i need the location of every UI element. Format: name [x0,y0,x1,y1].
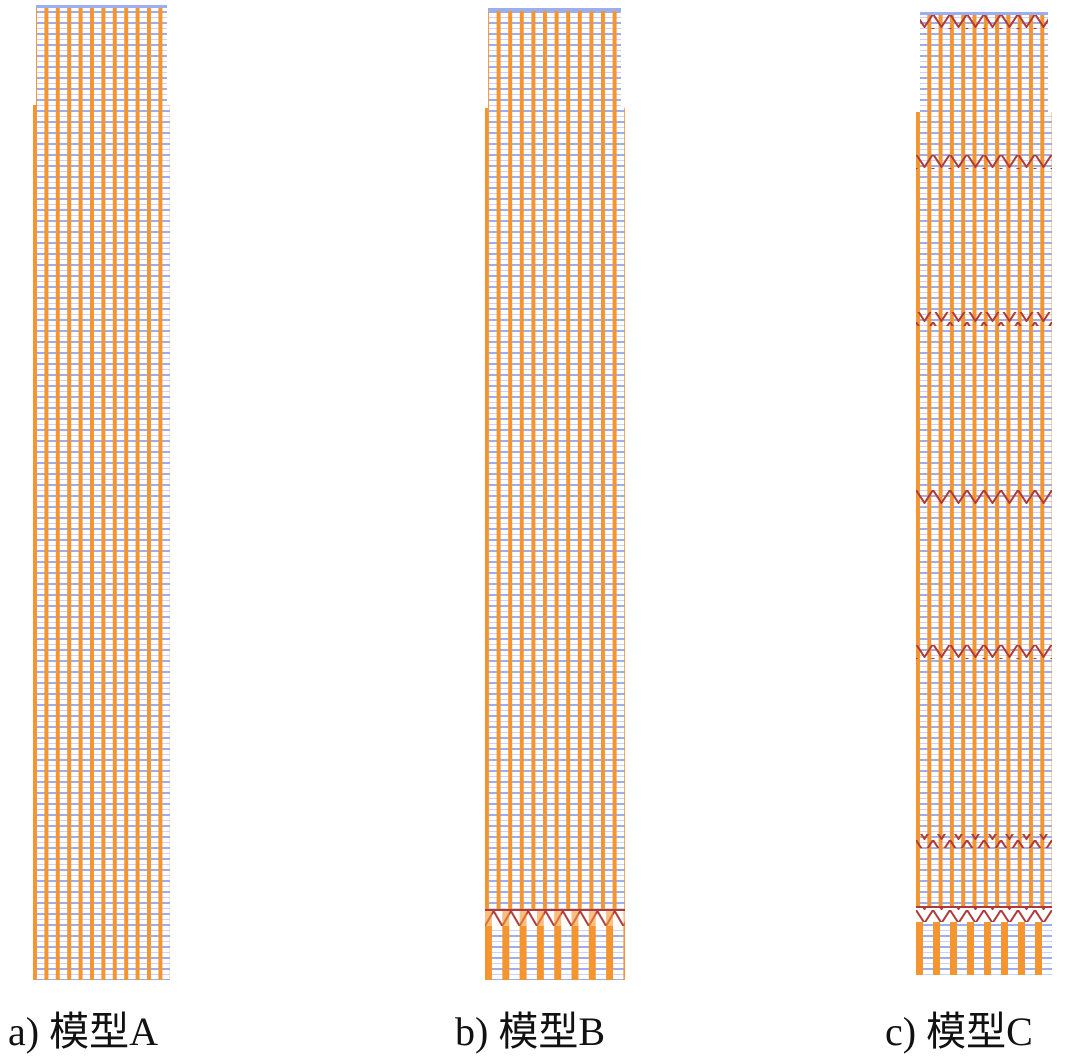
caption: c) 模型C [885,1009,1033,1054]
transfer-truss [916,908,1052,922]
base-columns [916,922,1052,975]
tower-body-columns [485,108,625,910]
tower-body-columns [916,112,1052,908]
roof [920,12,1048,15]
outrigger-truss [916,155,1052,169]
caption: a) 模型A [8,1009,158,1054]
outrigger-truss [916,834,1052,848]
roof [36,5,167,8]
outrigger-truss [916,312,1052,326]
model-a [33,5,170,980]
model-c [916,12,1052,975]
tower-body-columns [33,105,170,980]
outrigger-truss [920,15,1048,29]
transfer-columns [485,910,625,926]
truss-chord [916,906,1052,908]
roof [488,8,621,11]
tower-top-columns [36,5,167,105]
outrigger-truss [916,490,1052,504]
tower-top-columns [488,8,621,108]
truss-chord [485,909,625,911]
caption: b) 模型B [455,1009,605,1054]
outrigger-truss [916,645,1052,659]
model-b [485,8,625,980]
base-columns [485,926,625,980]
